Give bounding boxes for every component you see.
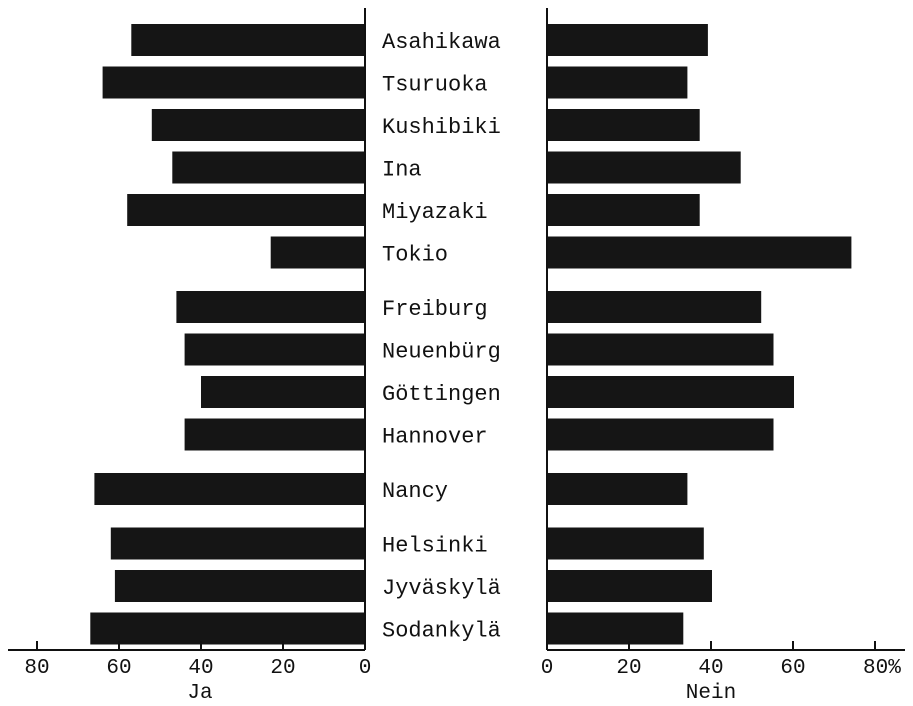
ja-bar-8 xyxy=(201,376,365,408)
nein-bar-0 xyxy=(548,24,708,56)
city-label-13: Sodankylä xyxy=(382,619,501,644)
nein-bar-3 xyxy=(548,151,741,184)
city-label-4: Miyazaki xyxy=(382,200,488,225)
nein-bar-6 xyxy=(548,291,762,323)
nein-tick-label-1: 20 xyxy=(616,657,641,680)
ja-bar-10 xyxy=(94,473,366,505)
ja-tick-label-1: 60 xyxy=(106,657,131,680)
nein-bar-5 xyxy=(548,236,852,269)
nein-bar-8 xyxy=(548,376,794,408)
nein-axis-ticks: 0 20 40 60 80% xyxy=(541,641,901,680)
city-label-12: Jyväskylä xyxy=(382,576,501,601)
nein-tick-label-3: 60 xyxy=(780,657,805,680)
nein-tick-label-4: 80% xyxy=(863,657,901,680)
nein-bar-7 xyxy=(548,333,774,366)
city-label-3: Ina xyxy=(382,158,422,183)
ja-bar-2 xyxy=(151,109,365,141)
ja-bars xyxy=(90,24,366,645)
ja-bar-4 xyxy=(127,194,365,226)
city-label-6: Freiburg xyxy=(382,297,488,322)
ja-bar-6 xyxy=(176,291,365,323)
nein-bar-9 xyxy=(548,418,774,451)
city-label-1: Tsuruoka xyxy=(382,73,488,98)
ja-bar-5 xyxy=(270,236,365,269)
ja-axis-ticks: 80 60 40 20 0 xyxy=(24,641,371,680)
nein-bars xyxy=(548,24,852,645)
nein-tick-label-0: 0 xyxy=(541,657,554,680)
nein-bar-1 xyxy=(548,66,688,99)
nein-bar-4 xyxy=(548,194,700,226)
ja-tick-label-4: 0 xyxy=(359,657,372,680)
city-label-10: Nancy xyxy=(382,479,448,504)
city-label-7: Neuenbürg xyxy=(382,340,501,365)
ja-tick-label-0: 80 xyxy=(24,657,49,680)
nein-bar-13 xyxy=(548,612,684,645)
ja-bar-11 xyxy=(110,527,365,560)
ja-bar-7 xyxy=(184,333,365,366)
city-label-5: Tokio xyxy=(382,243,448,268)
city-label-11: Helsinki xyxy=(382,534,488,559)
nein-bar-11 xyxy=(548,527,704,560)
city-labels: Asahikawa Tsuruoka Kushibiki Ina Miyazaki Tok… xyxy=(382,30,501,644)
ja-tick-label-3: 20 xyxy=(270,657,295,680)
nein-bar-2 xyxy=(548,109,700,141)
nein-tick-label-2: 40 xyxy=(698,657,723,680)
ja-tick-label-2: 40 xyxy=(188,657,213,680)
ja-bar-1 xyxy=(102,66,365,99)
ja-bar-13 xyxy=(90,612,366,645)
city-label-0: Asahikawa xyxy=(382,30,501,55)
nein-bar-12 xyxy=(548,570,712,602)
ja-bar-9 xyxy=(184,418,365,451)
city-label-9: Hannover xyxy=(382,425,488,450)
nein-bar-10 xyxy=(548,473,688,505)
city-label-8: Göttingen xyxy=(382,382,501,407)
nein-axis-title: Nein xyxy=(686,682,736,705)
ja-bar-3 xyxy=(172,151,365,184)
city-label-2: Kushibiki xyxy=(382,115,501,140)
ja-axis-title: Ja xyxy=(187,682,212,705)
ja-bar-0 xyxy=(131,24,365,56)
axes xyxy=(8,8,905,651)
ja-bar-12 xyxy=(114,570,366,602)
